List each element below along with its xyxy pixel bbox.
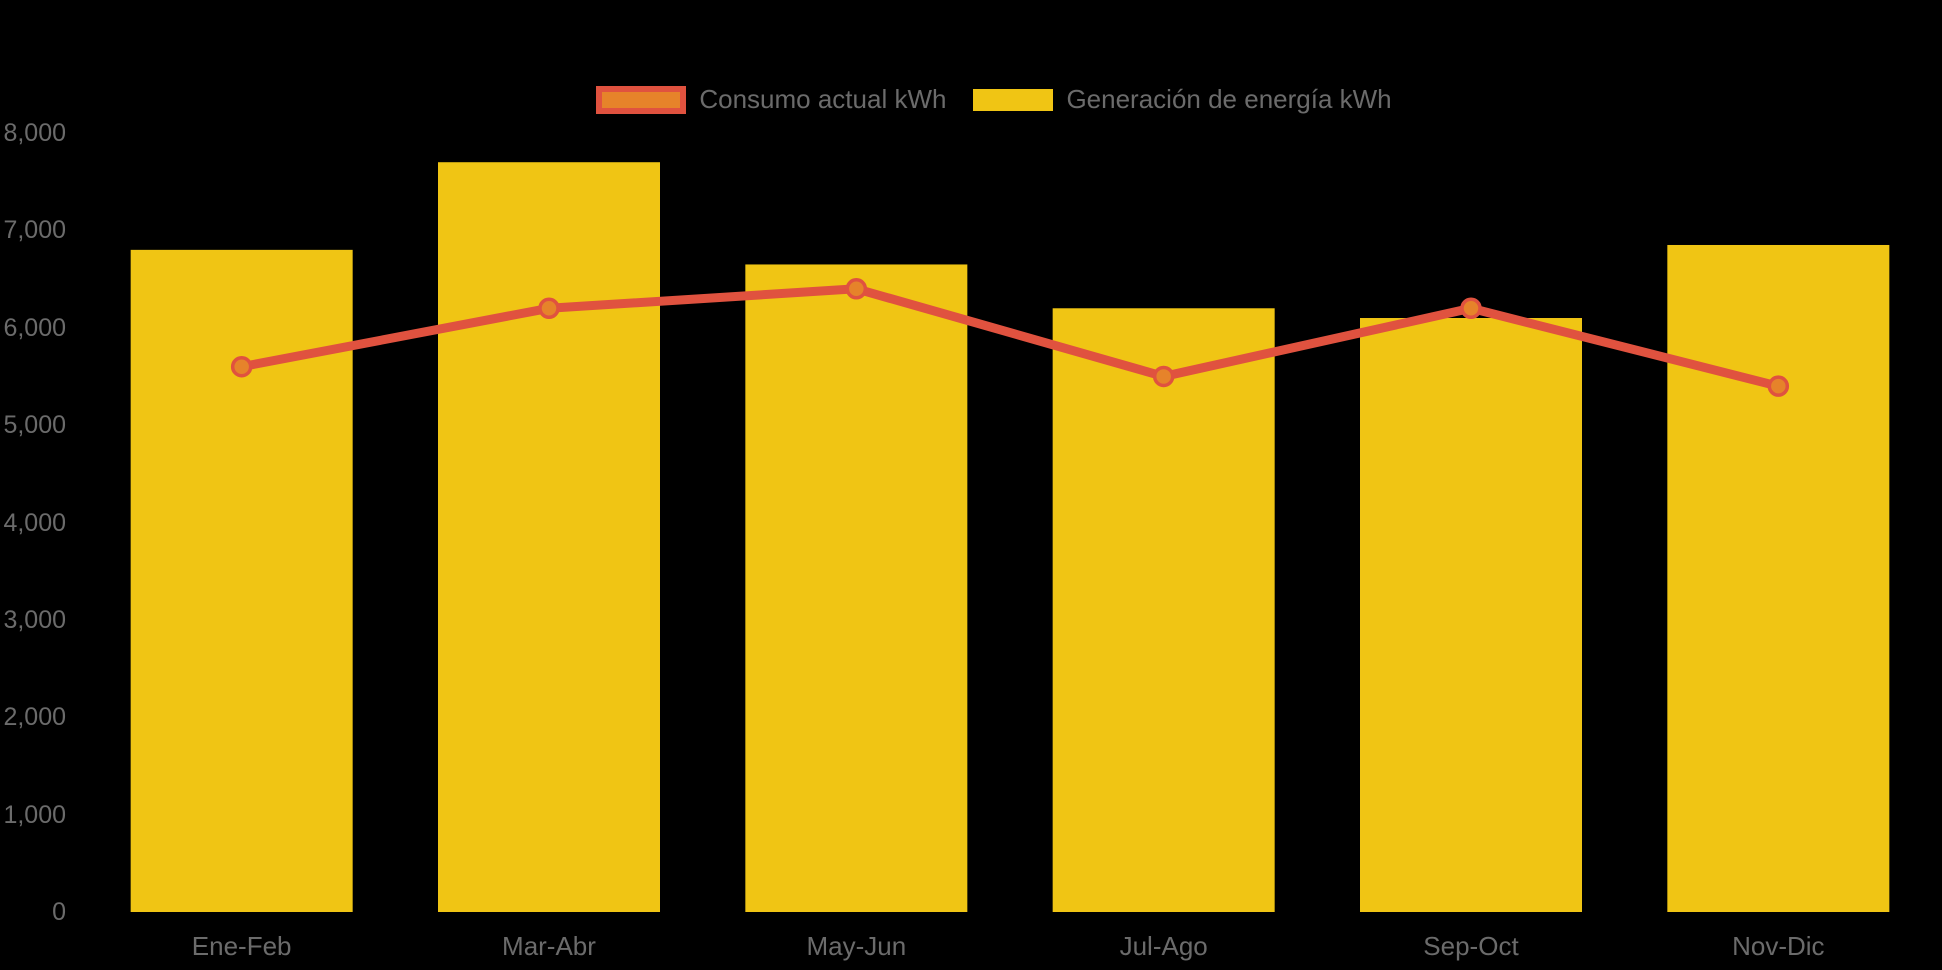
x-axis-label-mar-abr: Mar-Abr	[502, 931, 596, 961]
bar-nov-dic	[1667, 244, 1890, 912]
consumo-swatch-icon	[596, 85, 687, 114]
line-point-ene-feb	[230, 355, 253, 378]
generacion-legend-label: Generación de energía kWh	[1066, 84, 1392, 114]
y-axis-tick-label: 3,000	[3, 605, 66, 634]
y-axis-tick-label: 5,000	[3, 411, 66, 440]
bar-jul-ago	[1052, 308, 1275, 912]
y-axis-tick-label: 4,000	[3, 508, 66, 537]
legend-item-consumo[interactable]: Consumo actual kWh	[596, 84, 946, 115]
consumption-line	[237, 284, 1783, 391]
line-point-sep-oct	[1460, 297, 1482, 320]
x-axis-label-ene-feb: Ene-Feb	[191, 931, 292, 961]
generacion-swatch-icon	[973, 88, 1054, 111]
y-axis-tick-label: 6,000	[3, 313, 66, 342]
y-axis-tick-label: 1,000	[3, 800, 66, 829]
x-axis-label-nov-dic: Nov-Dic	[1732, 931, 1825, 961]
y-axis-tick-label: 7,000	[3, 216, 66, 245]
line-point-jul-ago	[1152, 365, 1175, 388]
consumo-legend-label: Consumo actual kWh	[699, 84, 947, 114]
x-axis-label-sep-oct: Sep-Oct	[1423, 931, 1519, 961]
legend-item-generacion[interactable]: Generación de energía kWh	[973, 84, 1392, 115]
bar-mar-abr	[438, 162, 660, 912]
x-axis-label-may-jun: May-Jun	[806, 931, 907, 961]
y-axis-tick-label: 0	[52, 898, 66, 926]
line-point-may-jun	[845, 278, 868, 300]
x-axis-label-jul-ago: Jul-Ago	[1119, 931, 1208, 961]
y-axis-tick-label: 8,000	[3, 119, 66, 147]
y-axis-tick-label: 2,000	[3, 703, 66, 732]
bar-may-jun	[745, 264, 968, 912]
chart-legend: Consumo actual kWh Generación de energía…	[23, 84, 1942, 115]
bar-sep-oct	[1360, 318, 1582, 912]
line-point-mar-abr	[538, 297, 560, 320]
line-point-nov-dic	[1767, 375, 1790, 397]
